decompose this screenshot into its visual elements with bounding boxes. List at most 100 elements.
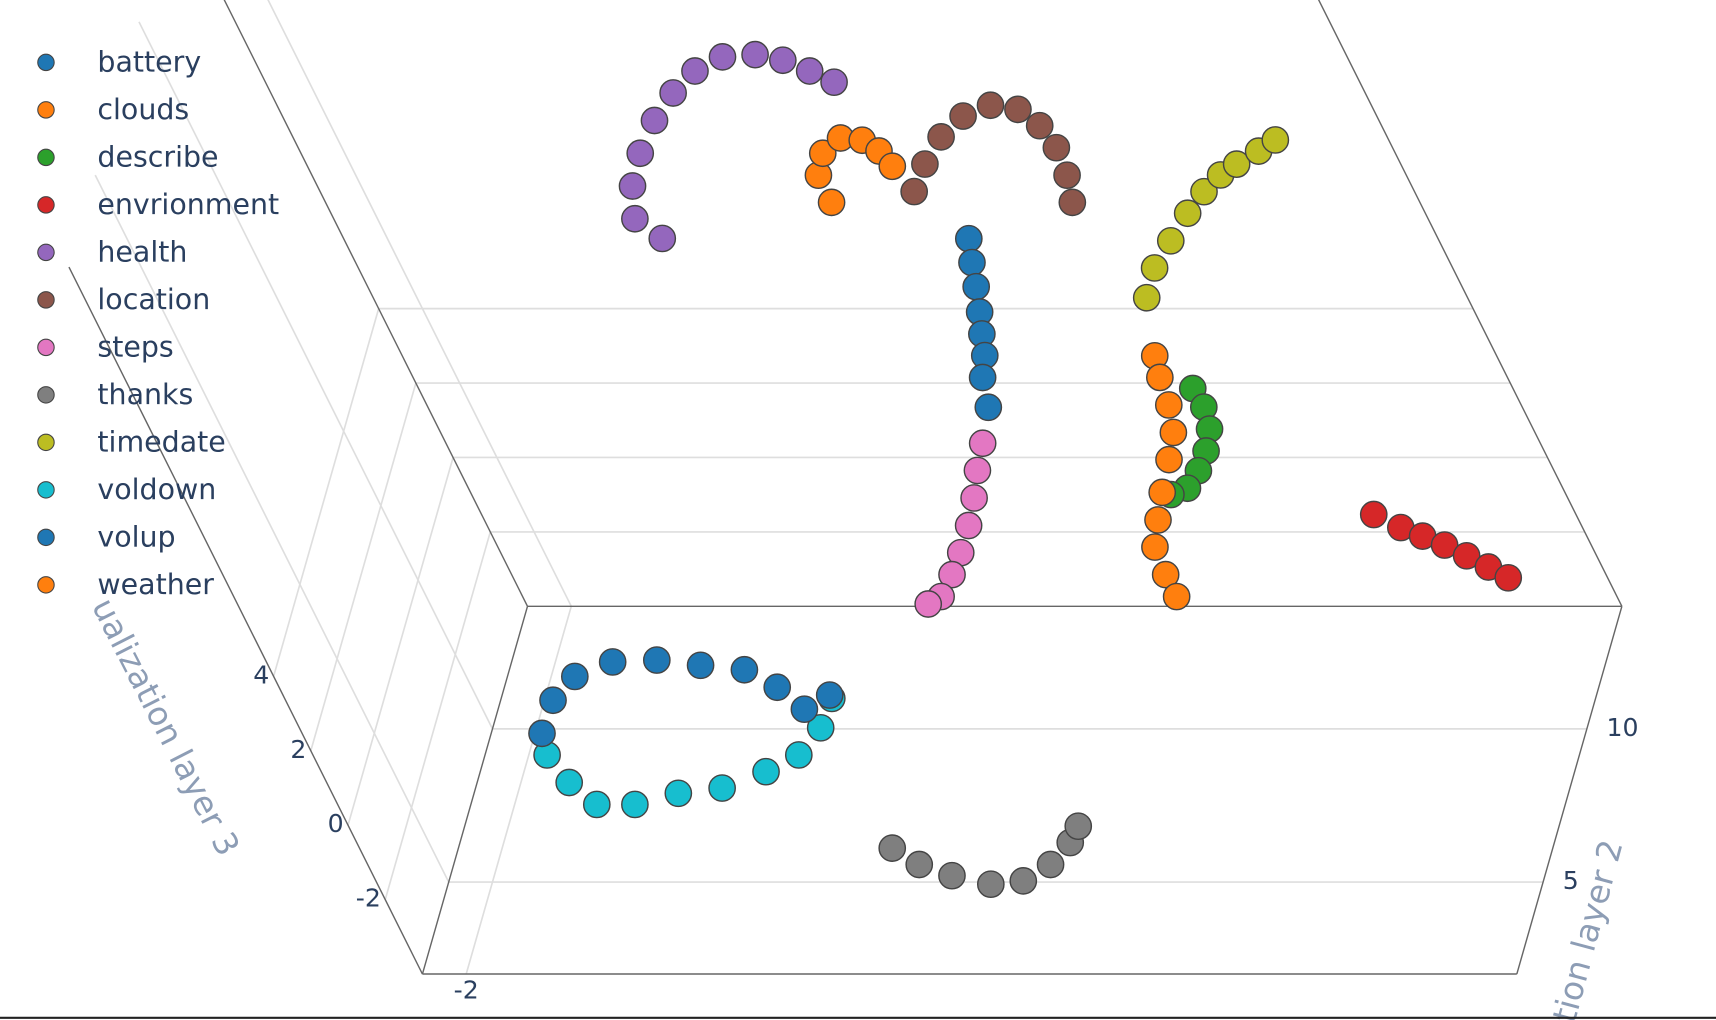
point bbox=[1144, 506, 1172, 534]
axis-line bbox=[421, 606, 529, 975]
point bbox=[555, 768, 584, 797]
point bbox=[1036, 850, 1065, 879]
point bbox=[1042, 133, 1071, 162]
point bbox=[741, 40, 769, 69]
point bbox=[790, 695, 819, 724]
point bbox=[539, 686, 567, 715]
axis-line bbox=[1516, 606, 1623, 975]
point bbox=[1261, 126, 1290, 154]
point bbox=[686, 651, 715, 680]
z-tick-label: 0 bbox=[328, 809, 344, 838]
axes bbox=[68, 0, 1623, 975]
point bbox=[1154, 391, 1183, 419]
point bbox=[640, 106, 669, 135]
point bbox=[1140, 254, 1169, 282]
point bbox=[708, 774, 736, 802]
point bbox=[938, 861, 966, 890]
point bbox=[914, 590, 943, 618]
axis-line bbox=[223, 0, 529, 607]
point bbox=[1162, 582, 1191, 611]
point bbox=[763, 673, 792, 702]
point bbox=[958, 248, 986, 277]
labels: -2 0 2 4 5 10 -2 bbox=[253, 660, 1638, 1004]
point bbox=[808, 139, 837, 168]
point bbox=[974, 393, 1003, 422]
point bbox=[560, 662, 589, 691]
point bbox=[795, 57, 824, 85]
legend-label: voldown bbox=[97, 473, 216, 506]
point bbox=[1132, 283, 1161, 312]
point bbox=[820, 68, 848, 97]
legend-marker bbox=[37, 386, 55, 404]
point bbox=[960, 484, 988, 512]
axis-line bbox=[68, 266, 424, 975]
z-tick-label: 4 bbox=[253, 660, 269, 689]
legend-label: timedate bbox=[97, 425, 225, 458]
legend: battery clouds describe envrionment health lo… bbox=[37, 45, 279, 601]
point bbox=[1146, 363, 1174, 392]
point bbox=[621, 204, 649, 233]
point bbox=[1430, 531, 1459, 559]
legend-marker bbox=[37, 53, 55, 72]
legend-label: steps bbox=[97, 330, 173, 363]
point bbox=[659, 79, 687, 107]
point bbox=[1058, 188, 1087, 217]
point bbox=[949, 102, 977, 130]
point bbox=[1148, 478, 1177, 507]
point bbox=[911, 150, 939, 178]
point bbox=[618, 172, 647, 200]
point bbox=[664, 779, 693, 808]
point bbox=[900, 177, 929, 206]
point bbox=[962, 272, 991, 301]
legend-marker bbox=[37, 101, 55, 119]
legend-marker bbox=[37, 148, 55, 167]
legend-label: envrionment bbox=[97, 188, 279, 221]
legend-label: battery bbox=[97, 45, 201, 78]
legend-label: describe bbox=[97, 140, 218, 173]
point bbox=[1151, 560, 1180, 589]
legend-label: clouds bbox=[97, 93, 189, 126]
point bbox=[1053, 161, 1081, 190]
point bbox=[768, 46, 797, 75]
legend-label: health bbox=[97, 235, 187, 268]
legend-label: weather bbox=[97, 568, 214, 601]
point bbox=[621, 790, 649, 819]
legend-marker bbox=[37, 528, 55, 547]
point bbox=[968, 429, 997, 458]
point bbox=[730, 655, 759, 684]
legend-marker bbox=[37, 291, 55, 309]
y-tick-label: 10 bbox=[1607, 713, 1639, 742]
point bbox=[878, 834, 907, 862]
legend-marker bbox=[37, 196, 55, 214]
point bbox=[954, 224, 983, 253]
point bbox=[1009, 867, 1038, 895]
point bbox=[1141, 533, 1169, 561]
point bbox=[976, 91, 1005, 120]
point bbox=[976, 870, 1005, 899]
y-tick-label: 5 bbox=[1563, 866, 1579, 895]
point bbox=[1064, 812, 1093, 841]
legend-marker bbox=[37, 481, 55, 499]
point bbox=[1155, 445, 1183, 474]
points bbox=[528, 40, 1523, 899]
point bbox=[752, 757, 780, 786]
legend-marker bbox=[37, 576, 55, 594]
point bbox=[806, 713, 835, 742]
point bbox=[1190, 177, 1218, 206]
point bbox=[681, 57, 709, 85]
point bbox=[1359, 500, 1388, 529]
point bbox=[648, 224, 677, 253]
legend-marker bbox=[37, 433, 55, 452]
point bbox=[784, 741, 813, 769]
legend-label: volup bbox=[97, 520, 175, 553]
point bbox=[582, 790, 611, 819]
point bbox=[626, 139, 655, 168]
point bbox=[954, 511, 983, 540]
point bbox=[963, 456, 992, 485]
point bbox=[1494, 563, 1523, 592]
point bbox=[938, 560, 966, 589]
legend-marker bbox=[37, 338, 55, 357]
point bbox=[927, 123, 955, 151]
